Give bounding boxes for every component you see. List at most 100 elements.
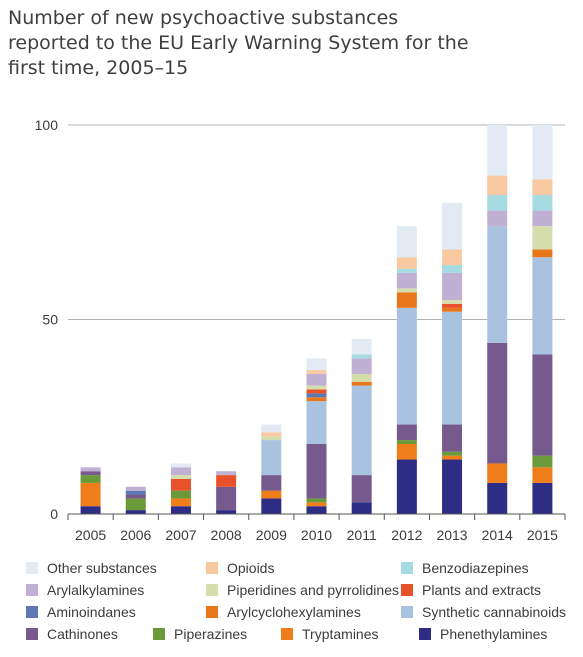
legend-label: Cathinones (47, 626, 118, 642)
legend-item: Opioids (206, 560, 274, 576)
bar-segment (170, 467, 191, 476)
legend-label: Piperazines (174, 626, 248, 642)
legend-row: Aminoindanes Arylcyclohexylamines Syntheti… (26, 604, 583, 626)
bar-segment (306, 389, 327, 394)
x-tick-label: 2011 (347, 527, 377, 543)
bar-segment (396, 226, 417, 258)
bar-segment (442, 451, 463, 456)
legend-label: Benzodiazepines (422, 560, 529, 576)
x-tick-label: 2009 (256, 527, 287, 543)
bar-segment (306, 397, 327, 402)
bar-segment (216, 471, 237, 476)
x-tick-label: 2013 (436, 527, 467, 543)
legend-item: Other substances (26, 560, 157, 576)
legend-swatch (26, 606, 38, 618)
bar-segment (487, 210, 508, 227)
bar-segment (396, 424, 417, 441)
legend-label: Other substances (47, 560, 157, 576)
legend-label: Arylalkylamines (47, 582, 145, 598)
bar-segment (261, 498, 282, 514)
bar-segment (351, 373, 372, 382)
bar-segment (396, 272, 417, 289)
bar-segment (532, 354, 553, 456)
bar-segment (396, 257, 417, 269)
bar-segment (442, 300, 463, 304)
legend-label: Tryptamines (302, 626, 379, 642)
legend-label: Aminoindanes (47, 604, 136, 620)
bar-segment (125, 498, 146, 511)
legend-item: Benzodiazepines (401, 560, 529, 576)
bar-segment (396, 292, 417, 308)
bar-segment (487, 482, 508, 514)
stacked-bar-chart: 0 50 100 2005 2006 2007 2008 2009 2010 2011 2012 20… (35, 117, 566, 543)
bar-segment (306, 385, 327, 390)
legend-label: Phenethylamines (440, 626, 548, 642)
bar-segment (306, 370, 327, 374)
bar-segment (442, 424, 463, 452)
bar-segment (532, 195, 553, 211)
legend-swatch (419, 628, 431, 640)
bar-segment (532, 249, 553, 258)
legend-swatch (401, 562, 413, 574)
bars (80, 125, 553, 514)
legend-row: Cathinones Piperazines Tryptamines Phenethy… (26, 626, 583, 648)
bar-segment (125, 494, 146, 499)
bar-segment (532, 210, 553, 227)
x-tick-label: 2005 (75, 527, 106, 543)
bar-segment (396, 288, 417, 293)
y-tick-label: 50 (42, 312, 58, 328)
bar-segment (396, 459, 417, 514)
legend-swatch (26, 628, 38, 640)
bar-segment (442, 307, 463, 312)
bar-segment (442, 459, 463, 514)
legend-item: Aminoindanes (26, 604, 136, 620)
legend-label: Plants and extracts (422, 582, 542, 598)
bar-segment (442, 303, 463, 308)
x-tick-label: 2015 (527, 527, 558, 543)
bar-segment (170, 498, 191, 507)
x-tick-label: 2012 (391, 527, 422, 543)
x-tick-label: 2006 (120, 527, 151, 543)
bar-segment (261, 440, 282, 476)
bar-segment (170, 463, 191, 468)
legend-item: Synthetic cannabinoids (401, 604, 566, 620)
bar-segment (306, 358, 327, 371)
bar-segment (487, 463, 508, 483)
bar-segment (306, 506, 327, 514)
bar-segment (306, 393, 327, 398)
bar-segment (170, 478, 191, 491)
bar-segment (442, 272, 463, 301)
bar-segment (351, 502, 372, 514)
legend-swatch (401, 584, 413, 596)
legend-item: Piperidines and pyrrolidines (206, 582, 399, 598)
bar-segment (170, 475, 191, 479)
bar-segment (261, 424, 282, 433)
bar-segment (125, 510, 146, 514)
bar-segment (396, 440, 417, 444)
x-tick-label: 2008 (211, 527, 242, 543)
legend-label: Arylcyclohexylamines (227, 604, 361, 620)
bar-segment (396, 268, 417, 273)
bar-segment (261, 436, 282, 441)
legend-item: Plants and extracts (401, 582, 541, 598)
bar-segment (306, 401, 327, 444)
legend-swatch (153, 628, 165, 640)
bar-segment (442, 249, 463, 266)
legend-row: Other substances Opioids Benzodiazepines (26, 560, 583, 582)
bar-segment (306, 373, 327, 386)
bar-segment (351, 354, 372, 359)
bar-segment (442, 311, 463, 425)
legend-row: Arylalkylamines Piperidines and pyrrolidi… (26, 582, 583, 604)
bar-segment (351, 358, 372, 374)
x-tick-label: 2014 (482, 527, 513, 543)
x-tick-label: 2007 (165, 527, 196, 543)
legend-swatch (26, 584, 38, 596)
bar-segment (216, 486, 237, 511)
bar-segment (351, 381, 372, 386)
bar-segment (442, 455, 463, 460)
legend-item: Arylalkylamines (26, 582, 144, 598)
bar-segment (216, 475, 237, 487)
bar-segment (80, 471, 101, 476)
bar-segment (532, 257, 553, 355)
bar-segment (125, 486, 146, 491)
